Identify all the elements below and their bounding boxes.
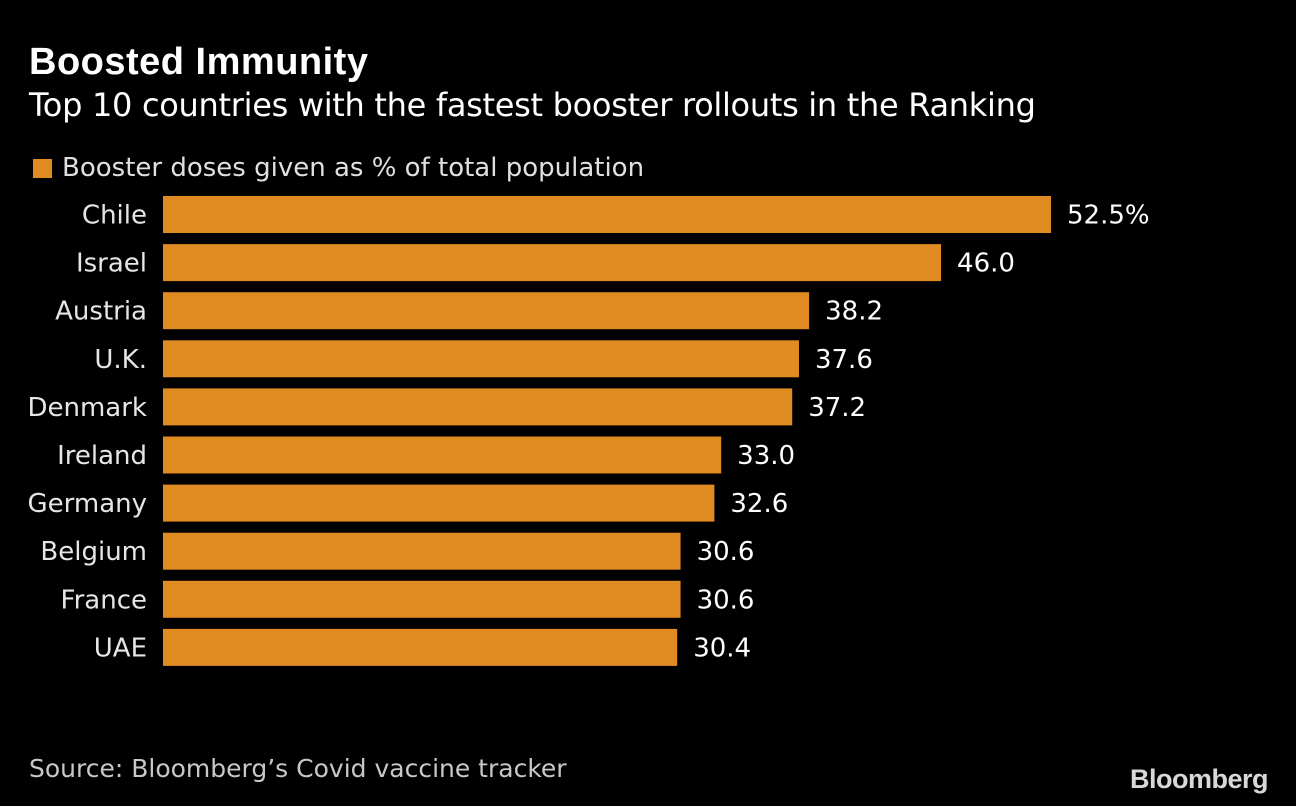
category-label: UAE xyxy=(94,633,147,663)
category-label: Austria xyxy=(55,297,147,327)
category-label: Denmark xyxy=(27,393,147,423)
data-label: 30.6 xyxy=(697,585,755,615)
category-label: Israel xyxy=(76,249,147,279)
bar xyxy=(163,484,715,522)
bar xyxy=(163,196,1051,233)
bar xyxy=(163,388,793,426)
category-label: France xyxy=(61,585,147,615)
legend: Booster doses given as % of total popula… xyxy=(33,150,644,186)
chart-subtitle: Top 10 countries with the fastest booste… xyxy=(29,86,1036,124)
category-label: U.K. xyxy=(94,345,147,375)
category-label: Belgium xyxy=(40,537,147,567)
data-label: 37.2 xyxy=(808,393,866,423)
data-label: 32.6 xyxy=(730,489,788,519)
category-label: Germany xyxy=(27,489,147,519)
data-label: 46.0 xyxy=(957,249,1015,279)
data-label: 30.4 xyxy=(693,633,751,663)
bar xyxy=(163,532,681,570)
bar xyxy=(163,628,678,666)
data-label: 37.6 xyxy=(815,345,873,375)
source-note: Source: Bloomberg’s Covid vaccine tracke… xyxy=(29,754,567,783)
bar xyxy=(163,436,722,474)
bar xyxy=(163,292,810,330)
data-label: 38.2 xyxy=(825,297,883,327)
bloomberg-logo: Bloomberg xyxy=(1129,764,1269,794)
category-label: Ireland xyxy=(57,441,147,471)
legend-swatch xyxy=(33,158,52,178)
data-label: 52.5% xyxy=(1067,201,1150,231)
chart-title: Boosted Immunity xyxy=(29,41,369,83)
bar xyxy=(163,340,799,378)
bar xyxy=(163,244,942,282)
legend-label: Booster doses given as % of total popula… xyxy=(62,153,645,183)
bar xyxy=(163,580,681,618)
data-label: 30.6 xyxy=(697,537,755,567)
category-label: Chile xyxy=(82,201,147,231)
data-label: 33.0 xyxy=(737,441,795,471)
